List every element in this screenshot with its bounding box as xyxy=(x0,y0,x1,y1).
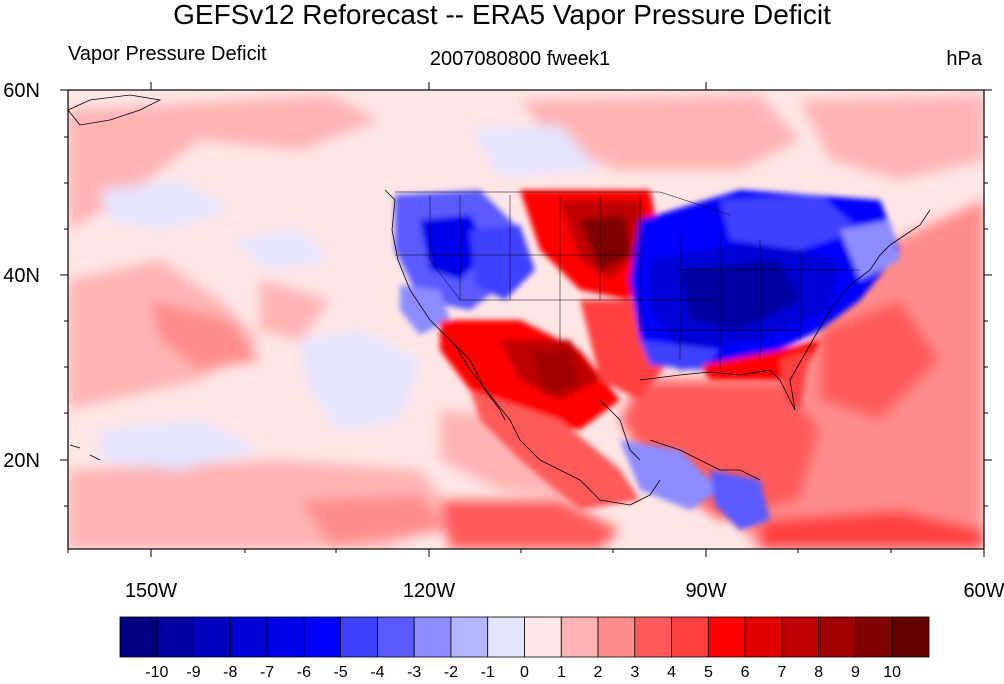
colorbar-tick-label: -7 xyxy=(259,664,275,681)
colorbar-swatch xyxy=(560,616,599,658)
colorbar-tick-label: -4 xyxy=(370,664,385,681)
colorbar-swatch xyxy=(818,616,856,658)
colorbar-tick-label: 9 xyxy=(851,664,860,681)
colorbar-swatch xyxy=(450,616,489,658)
lon-label-150w: 150W xyxy=(124,580,178,602)
vpd-field xyxy=(68,90,984,549)
lon-label-120w: 120W xyxy=(402,580,456,602)
colorbar-tick-label: -10 xyxy=(145,664,169,681)
colorbar-swatch xyxy=(156,616,194,658)
lat-label-20n: 20N xyxy=(3,450,40,472)
axis-ticks xyxy=(60,82,992,557)
colorbar-tick-label: 6 xyxy=(740,664,750,681)
colorbar xyxy=(119,616,930,658)
colorbar-swatch xyxy=(266,616,305,658)
colorbar-tick-label: -3 xyxy=(407,664,422,681)
colorbar-swatch xyxy=(340,616,378,658)
colorbar-swatch xyxy=(597,616,636,658)
colorbar-tick-label: 7 xyxy=(777,664,787,681)
colorbar-swatch xyxy=(487,616,525,658)
colorbar-tick-label: 5 xyxy=(703,664,713,681)
colorbar-tick-label: -1 xyxy=(480,664,495,681)
colorbar-tick-label: -6 xyxy=(296,664,311,681)
colorbar-tick-label: -5 xyxy=(333,664,348,681)
colorbar-swatch xyxy=(413,616,452,658)
colorbar-tick-label: 0 xyxy=(520,664,529,681)
units-label: hPa xyxy=(946,48,982,70)
colorbar-swatch xyxy=(193,616,231,658)
colorbar-tick-label: -2 xyxy=(443,664,459,681)
colorbar-tick-label: 2 xyxy=(593,664,603,681)
colorbar-tick-label: -8 xyxy=(223,664,238,681)
colorbar-tick-label: 4 xyxy=(667,664,677,681)
colorbar-tick-label: -9 xyxy=(186,664,201,681)
colorbar-swatch xyxy=(781,616,820,658)
lat-label-40n: 40N xyxy=(3,265,40,287)
map-frame xyxy=(67,89,985,550)
plot-title: GEFSv12 Reforecast -- ERA5 Vapor Pressur… xyxy=(173,0,831,30)
state-borders xyxy=(395,191,860,370)
colorbar-swatch xyxy=(119,616,158,658)
lon-label-60w: 60W xyxy=(963,580,1004,602)
lon-label-90w: 90W xyxy=(685,580,727,602)
colorbar-swatch xyxy=(891,616,930,658)
colorbar-tick-label: 8 xyxy=(814,664,824,681)
colorbar-tick-label: 10 xyxy=(883,664,902,681)
colorbar-swatch xyxy=(229,616,268,658)
colorbar-swatch xyxy=(303,616,342,658)
colorbar-swatch xyxy=(524,616,562,658)
colorbar-swatch xyxy=(855,616,893,658)
colorbar-swatch xyxy=(377,616,415,658)
variable-label: Vapor Pressure Deficit xyxy=(68,43,267,65)
colorbar-tick-label: 1 xyxy=(556,664,566,681)
lat-label-60n: 60N xyxy=(3,80,40,102)
date-label: 2007080800 fweek1 xyxy=(429,48,611,70)
colorbar-tick-label: 3 xyxy=(630,664,640,681)
colorbar-swatch xyxy=(671,616,709,658)
colorbar-swatch xyxy=(744,616,783,658)
colorbar-swatch xyxy=(707,616,746,658)
colorbar-swatch xyxy=(634,616,672,658)
